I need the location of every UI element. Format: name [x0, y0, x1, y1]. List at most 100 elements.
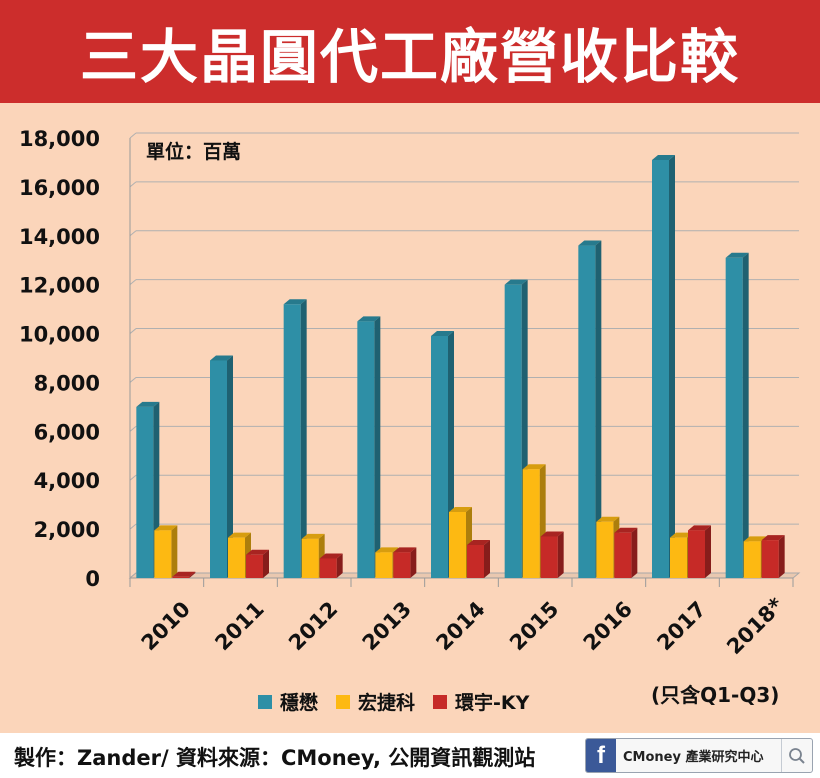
legend-item-0: 穩懋 — [258, 688, 318, 715]
x-tick-label-2: 2012 — [284, 597, 342, 655]
bar-0-7-side — [669, 155, 675, 578]
search-icon[interactable] — [781, 739, 812, 772]
y-tick-label-7: 14,000 — [19, 225, 100, 249]
gridline-side-1 — [129, 523, 137, 530]
bar-1-2-top — [301, 533, 325, 539]
gridline-side-8 — [129, 181, 137, 188]
y-tick-label-8: 16,000 — [19, 176, 100, 200]
bar-2-1-top — [246, 549, 269, 555]
bar-1-1-top — [228, 532, 251, 538]
footnote: (只含Q1-Q3) — [651, 683, 780, 707]
bar-2-4-side — [484, 540, 490, 578]
bar-0-4-top — [431, 331, 454, 336]
bar-0-0 — [136, 406, 154, 578]
bar-1-8-top — [743, 536, 767, 542]
bar-0-8-top — [725, 252, 749, 258]
bar-0-4 — [431, 336, 448, 578]
bar-2-8 — [761, 540, 779, 578]
title-banner: 三大晶圓代工廠營收比較 — [0, 0, 820, 103]
gridline-side-6 — [129, 279, 137, 286]
bar-2-0-side — [189, 571, 196, 578]
bar-2-1-side — [263, 549, 269, 578]
bar-2-4-top — [467, 540, 490, 545]
x-tick-label-5: 2015 — [505, 597, 563, 655]
bar-1-0 — [154, 530, 172, 578]
y-tick-label-9: 18,000 — [19, 127, 100, 151]
gridline-side-2 — [129, 474, 137, 481]
legend-swatch-2 — [433, 694, 448, 709]
bar-0-8 — [725, 257, 743, 578]
gridline-side-5 — [129, 328, 137, 334]
bar-2-4 — [467, 545, 484, 578]
x-tick-label-1: 2011 — [210, 597, 268, 655]
legend-label-0: 穩懋 — [280, 692, 319, 714]
y-tick-label-5: 10,000 — [19, 323, 100, 347]
bar-1-3-top — [375, 547, 399, 553]
bar-0-6-side — [595, 240, 602, 579]
legend-item-1: 宏捷科 — [336, 688, 415, 715]
y-tick-label-4: 8,000 — [34, 371, 100, 395]
bar-1-6 — [596, 521, 614, 578]
bar-0-6 — [578, 245, 596, 579]
gridline-side-4 — [129, 377, 137, 383]
source-credit: 製作：Zander/ 資料來源：CMoney, 公開資訊觀測站 — [14, 746, 536, 770]
facebook-icon[interactable]: f — [586, 739, 616, 772]
bar-0-5-top — [504, 279, 528, 285]
x-tick-label-4: 2014 — [431, 597, 489, 655]
gridline-side-7 — [129, 230, 137, 237]
legend: 穩懋 宏捷科 環宇-KY — [258, 688, 529, 715]
bar-2-3-side — [410, 547, 417, 578]
brand-badge[interactable]: f CMoney 產業研究中心 — [585, 738, 813, 773]
bar-0-1 — [210, 360, 227, 578]
bar-1-5-top — [522, 464, 546, 470]
bar-1-1 — [228, 537, 245, 578]
bar-2-3-top — [393, 547, 417, 553]
legend-swatch-0 — [258, 694, 272, 709]
bar-2-1 — [246, 554, 263, 578]
bar-1-5 — [522, 469, 540, 578]
bar-0-8-side — [742, 252, 749, 578]
bar-1-6-top — [596, 516, 620, 522]
y-tick-label-0: 0 — [85, 567, 100, 591]
bar-0-5 — [504, 284, 522, 578]
brand-name: CMoney 產業研究中心 — [623, 750, 764, 765]
bar-0-2-top — [283, 299, 307, 305]
x-tick-label-6: 2016 — [579, 597, 637, 655]
legend-label-2: 環宇-KY — [455, 692, 530, 714]
bar-2-5 — [540, 536, 558, 578]
bar-2-2-side — [336, 553, 343, 578]
y-tick-label-3: 6,000 — [34, 420, 100, 444]
bar-1-7 — [670, 537, 687, 578]
bar-2-2-top — [319, 553, 343, 559]
bar-2-6-top — [614, 527, 638, 533]
y-tick-label-6: 12,000 — [19, 274, 100, 298]
bar-2-6-side — [631, 527, 638, 578]
unit-label: 單位：百萬 — [146, 141, 242, 163]
bar-2-2 — [319, 558, 337, 578]
bar-0-3-side — [374, 316, 381, 578]
bar-2-0-top — [172, 571, 196, 577]
bar-2-7-side — [705, 525, 711, 578]
bar-2-8-top — [761, 535, 785, 541]
bar-2-3 — [393, 552, 411, 578]
y-tick-label-1: 2,000 — [34, 518, 100, 542]
x-tick-label-3: 2013 — [358, 597, 416, 655]
bar-0-3 — [357, 321, 375, 578]
chart-title: 三大晶圓代工廠營收比較 — [79, 22, 740, 91]
bar-chart: 0 2,000 4,000 6,000 8,000 10,000 12,000 14,000 1… — [19, 127, 801, 659]
bar-0-3-top — [357, 316, 381, 322]
bar-0-6-top — [578, 240, 602, 246]
x-tick-label-8: 2018* — [722, 593, 788, 659]
x-tick-label-0: 2010 — [137, 597, 195, 655]
bar-2-0 — [172, 576, 190, 578]
bar-1-2 — [301, 538, 319, 578]
bar-1-0-side — [171, 525, 178, 578]
legend-swatch-1 — [336, 694, 351, 709]
y-tick-label-2: 4,000 — [34, 469, 100, 493]
bar-2-7 — [688, 530, 705, 578]
bar-0-7 — [652, 160, 669, 578]
bar-1-0-top — [154, 525, 178, 531]
bar-1-8 — [743, 541, 761, 578]
gridline-side-9 — [129, 132, 137, 139]
legend-item-2: 環宇-KY — [433, 688, 529, 715]
